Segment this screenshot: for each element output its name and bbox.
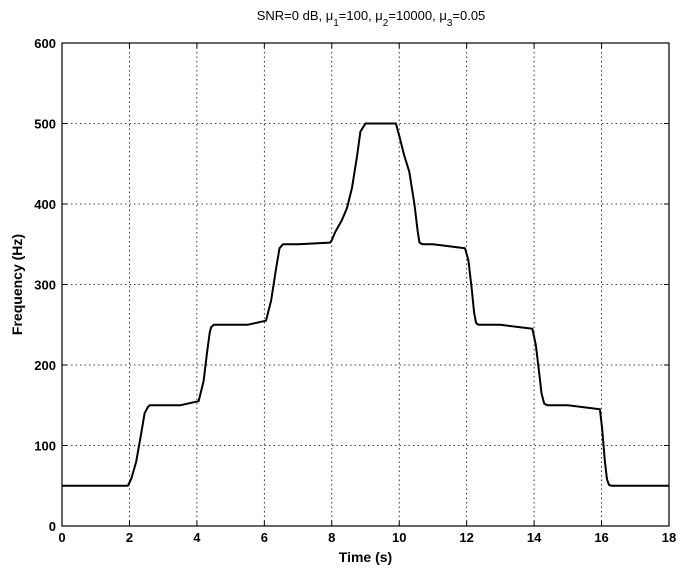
plot-frame (61, 42, 670, 527)
x-tick-label: 12 (459, 530, 473, 545)
y-tick-label: 600 (34, 36, 56, 51)
y-tick-label: 400 (34, 197, 56, 212)
x-tick-label: 6 (261, 530, 268, 545)
chart-title: SNR=0 dB, μ1=100, μ2=10000, μ3=0.05 (257, 8, 486, 29)
x-tick-label: 16 (594, 530, 608, 545)
x-tick-label: 14 (527, 530, 542, 545)
x-tick-label: 0 (58, 530, 65, 545)
axis-ticks (61, 42, 670, 527)
x-tick-labels: 0 2 4 6 8 10 12 14 16 18 (58, 530, 676, 545)
x-tick-label: 18 (662, 530, 676, 545)
y-axis-label: Frequency (Hz) (9, 234, 25, 335)
y-tick-labels: 0 100 200 300 400 500 600 (34, 36, 56, 534)
x-tick-label: 4 (193, 530, 201, 545)
series-layer (62, 122, 669, 487)
x-tick-label: 10 (392, 530, 406, 545)
frequency-series-line (62, 122, 669, 487)
y-tick-label: 200 (34, 358, 56, 373)
y-tick-label: 300 (34, 278, 56, 293)
y-tick-label: 500 (34, 117, 56, 132)
grid-lines (62, 43, 669, 526)
y-tick-label: 100 (34, 439, 56, 454)
x-axis-label: Time (s) (339, 549, 392, 565)
x-tick-label: 8 (328, 530, 335, 545)
y-tick-label: 0 (49, 519, 56, 534)
x-tick-label: 2 (126, 530, 133, 545)
